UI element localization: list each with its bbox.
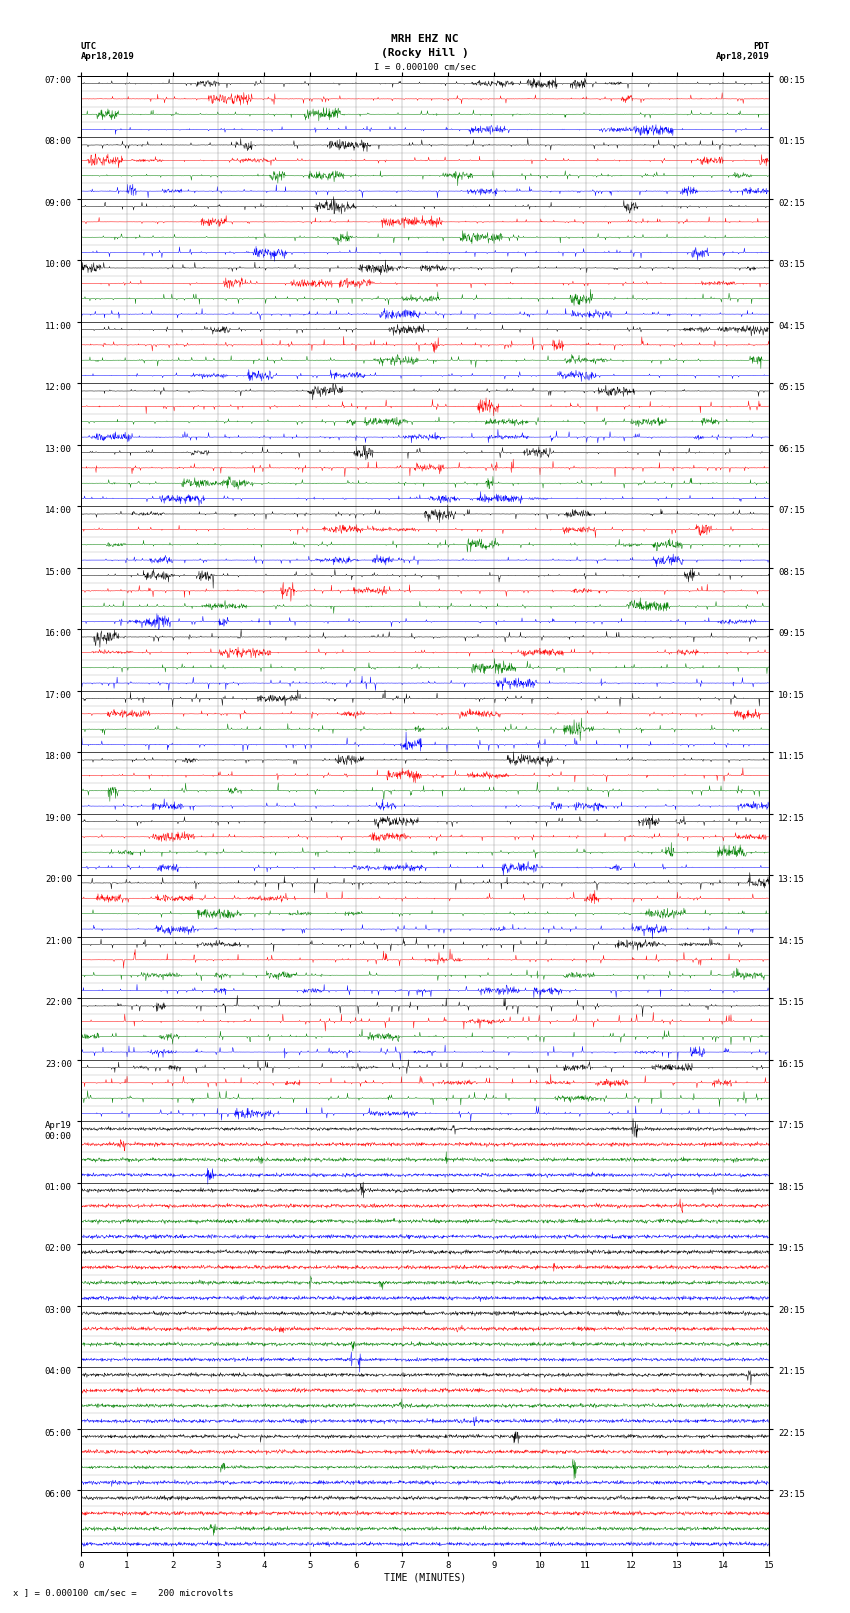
- Text: PDT
Apr18,2019: PDT Apr18,2019: [716, 42, 769, 61]
- Text: (Rocky Hill ): (Rocky Hill ): [381, 48, 469, 58]
- Text: MRH EHZ NC: MRH EHZ NC: [391, 34, 459, 44]
- X-axis label: TIME (MINUTES): TIME (MINUTES): [384, 1573, 466, 1582]
- Text: UTC
Apr18,2019: UTC Apr18,2019: [81, 42, 134, 61]
- Text: x ] = 0.000100 cm/sec =    200 microvolts: x ] = 0.000100 cm/sec = 200 microvolts: [13, 1587, 233, 1597]
- Text: I = 0.000100 cm/sec: I = 0.000100 cm/sec: [374, 63, 476, 73]
